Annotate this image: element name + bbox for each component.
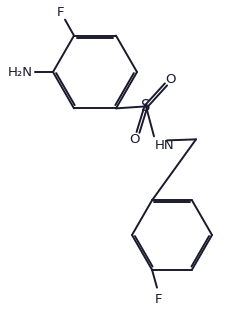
Text: S: S xyxy=(141,99,151,114)
Text: HN: HN xyxy=(155,139,174,152)
Text: F: F xyxy=(56,6,64,19)
Text: O: O xyxy=(129,133,139,146)
Text: O: O xyxy=(166,73,176,86)
Text: F: F xyxy=(155,293,163,306)
Text: H₂N: H₂N xyxy=(8,65,33,78)
